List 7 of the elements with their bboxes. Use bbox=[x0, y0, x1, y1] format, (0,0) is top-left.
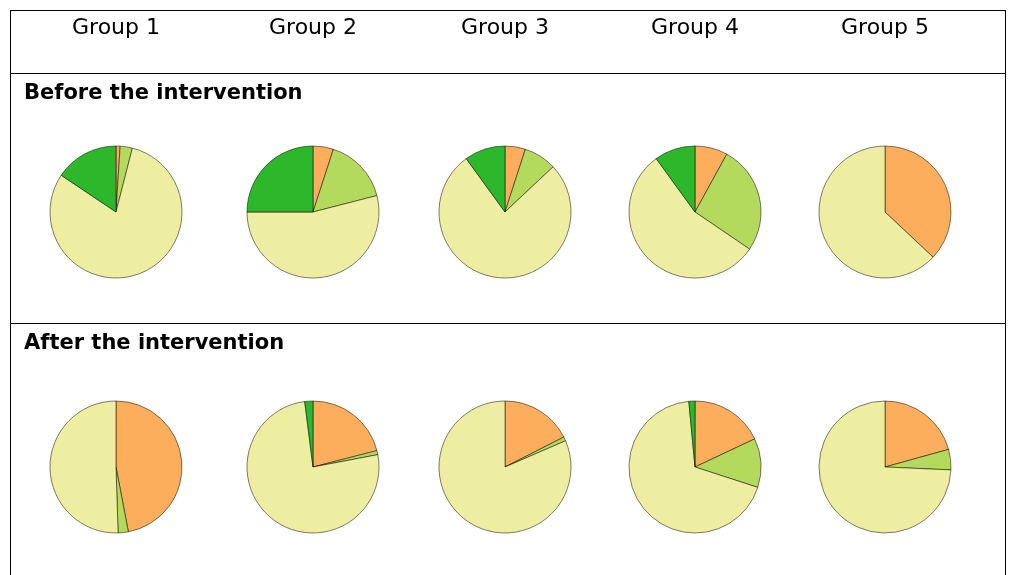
text: After the intervention bbox=[24, 330, 285, 354]
text: Before the intervention bbox=[24, 80, 303, 104]
chart-title: Group 1 bbox=[71, 14, 161, 39]
chart-title: Group 5 bbox=[840, 14, 930, 39]
chart-title: Group 3 bbox=[460, 14, 550, 39]
chart-title: Group 4 bbox=[650, 14, 740, 39]
chart-title: Group 2 bbox=[268, 14, 358, 39]
